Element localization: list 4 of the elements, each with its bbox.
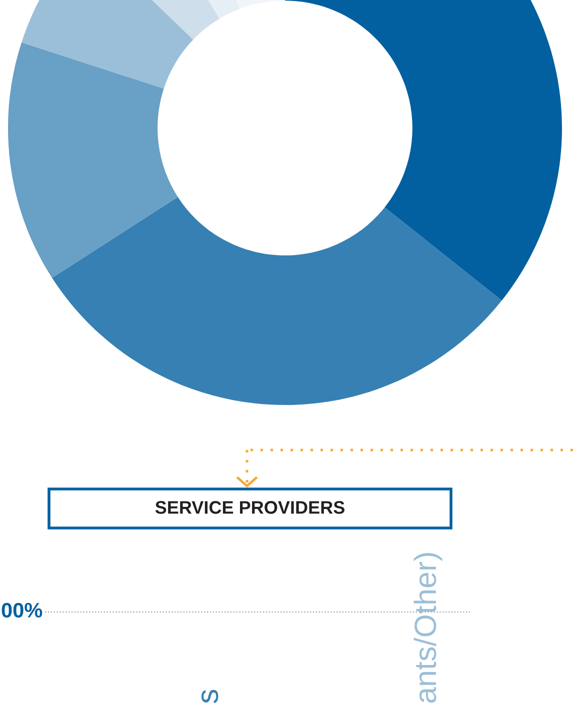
text: s [202, 690, 218, 704]
text: 00% [2, 602, 42, 618]
text: SERVICE PROVIDERS [155, 501, 344, 514]
text: ants/Other) [414, 553, 442, 703]
